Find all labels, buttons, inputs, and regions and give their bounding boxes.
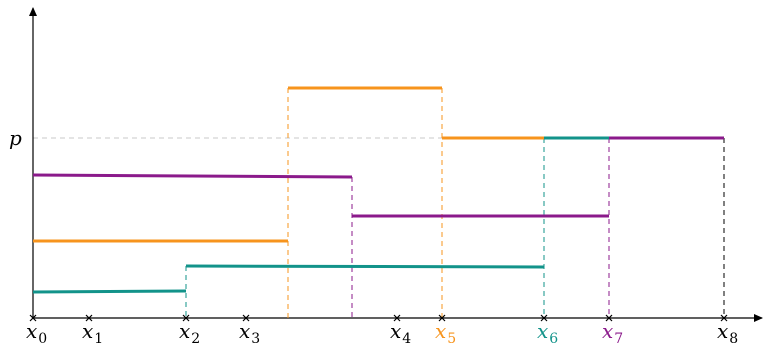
x-tick-mark: [85, 314, 93, 322]
x-ticks: [29, 314, 728, 322]
x-tick-mark: [438, 314, 446, 322]
x-tick-mark: [720, 314, 728, 322]
x-tick-label: x4: [390, 319, 411, 347]
x-tick-labels: x0 x1 x2 x3 x4 x5 x6 x7 x8: [26, 319, 738, 347]
x-tick-mark: [242, 314, 250, 322]
x-tick-label: x0: [26, 319, 47, 347]
x-tick-label: x2: [179, 319, 200, 347]
x-tick-mark: [29, 314, 37, 322]
x-tick-label: x5: [435, 319, 456, 347]
x-tick-mark: [182, 314, 190, 322]
p-label: p: [9, 126, 22, 150]
x-tick-mark: [393, 314, 401, 322]
x-tick-label: x6: [537, 319, 558, 347]
x-tick-label: x3: [239, 319, 260, 347]
x-tick-label: x7: [602, 319, 623, 347]
teal-step-2: [185, 264, 545, 269]
x-tick-mark: [605, 314, 613, 322]
x-tick-label: x1: [82, 319, 103, 347]
x-tick-mark: [540, 314, 548, 322]
x-tick-label: x8: [717, 319, 738, 347]
teal-step-1: [32, 289, 187, 294]
purple-step-1: [32, 173, 353, 179]
